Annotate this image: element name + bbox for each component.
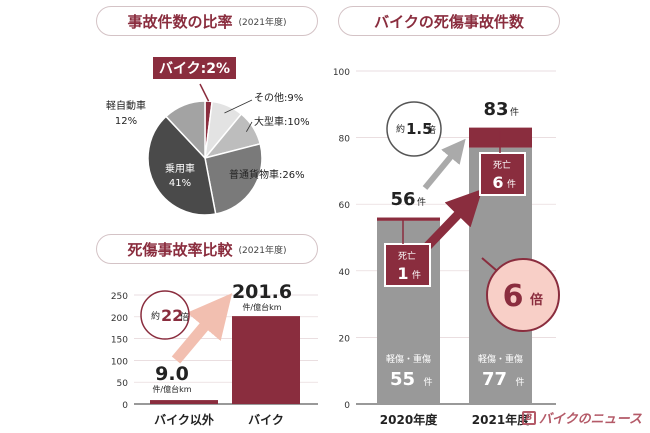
accident-injured-value: 77	[482, 369, 507, 390]
rate-ratio-badge	[140, 290, 190, 340]
accident-ytick-label: 40	[339, 268, 351, 278]
rate-ratio-suffix: 倍	[180, 311, 189, 323]
rate-unit-label: 件/億台km	[242, 302, 281, 312]
rate-ratio-number: 22	[161, 306, 183, 325]
logo-mark-icon: B	[521, 410, 536, 425]
pie-label-leader	[199, 83, 210, 102]
pie-label-1: その他:9%	[254, 91, 303, 104]
pie-title-pill: 事故件数の比率 (2021年度)	[96, 6, 318, 36]
rate-unit-label: 件/億台km	[152, 384, 191, 394]
rate-ratio-prefix: 約	[151, 310, 160, 322]
rate-ytick-label: 100	[111, 357, 128, 367]
accident-death-unit: 件	[412, 269, 421, 281]
accident-total-ratio-suffix: 倍	[427, 124, 436, 136]
rate-bar	[232, 316, 300, 404]
accident-death-ratio-pointer	[481, 257, 497, 271]
accident-total-ratio-prefix: 約	[396, 123, 405, 135]
rate-value-label: 9.0	[155, 363, 189, 385]
rate-increase-arrow	[171, 293, 233, 364]
accident-death-ratio-number: 6	[503, 279, 524, 314]
accident-injured-series-label: 軽傷・重傷	[478, 353, 523, 365]
rate-ytick-label: 200	[111, 314, 128, 324]
accident-total-unit: 件	[417, 196, 426, 208]
accident-ytick-label: 60	[339, 201, 351, 211]
fatality-title-pill: 死傷事故率比較 (2021年度)	[96, 234, 318, 264]
accident-category-label: 2021年度	[472, 412, 530, 427]
rate-bar	[150, 400, 218, 404]
pie-slice	[147, 115, 217, 216]
rate-ytick-label: 150	[111, 336, 128, 346]
accident-death-ratio-badge	[486, 258, 560, 332]
accident-total-value: 56	[390, 189, 415, 210]
accident-ytick-label: 80	[339, 135, 351, 145]
rate-ytick-label: 0	[122, 401, 128, 411]
rate-category-label: バイク以外	[154, 412, 214, 427]
rate-ytick-label: 50	[117, 379, 129, 389]
accident-injured-value: 55	[390, 369, 415, 390]
accident-title-pill: バイクの死傷事故件数	[338, 6, 560, 36]
accident-total-arrow	[422, 138, 466, 190]
pie-label-2: 大型車:10%	[254, 115, 310, 128]
pie-title: 事故件数の比率	[127, 12, 233, 31]
pie-label-4-value: 41%	[169, 178, 191, 189]
accident-total-ratio-number: 1.5	[406, 120, 433, 138]
rate-value-label: 201.6	[232, 281, 292, 303]
site-logo: B バイクのニュース	[521, 408, 642, 427]
pie-label-5-name: 軽自動車	[106, 99, 146, 112]
accident-death-value: 6	[492, 173, 503, 192]
pie-label-box-bike	[153, 57, 236, 79]
accident-death-callout	[479, 152, 526, 196]
accident-ytick-label: 20	[339, 334, 351, 344]
accident-total-value: 83	[483, 99, 508, 120]
fatality-year-note: (2021年度)	[238, 245, 287, 256]
accident-death-unit: 件	[507, 178, 516, 190]
accident-bar-death	[377, 217, 440, 221]
accident-injured-unit: 件	[424, 376, 433, 388]
accident-death-ratio-suffix: 倍	[530, 292, 543, 308]
accident-category-label: 2020年度	[380, 412, 438, 427]
logo-text: バイクのニュース	[538, 412, 642, 427]
rate-ytick-label: 250	[111, 292, 128, 302]
accident-total-unit: 件	[510, 106, 519, 118]
accident-title: バイクの死傷事故件数	[374, 12, 524, 31]
fatality-title: 死傷事故率比較	[127, 240, 233, 259]
rate-category-label: バイク	[248, 413, 284, 427]
accident-injured-series-label: 軽傷・重傷	[386, 353, 431, 365]
pie-label-leader	[246, 121, 253, 132]
accident-ytick-label: 0	[344, 401, 350, 411]
pie-label-5-value: 12%	[115, 116, 137, 127]
pie-year-note: (2021年度)	[238, 17, 287, 28]
pie-label-leader	[224, 99, 253, 114]
accident-death-callout	[384, 243, 431, 287]
pie-label-3: 普通貨物車:26%	[229, 168, 305, 181]
pie-chart: バイク:2% その他:9% 大型車:10% 普通貨物車:26% 乗用車 41% 軽自動車 12…	[106, 57, 310, 216]
accident-death-label: 死亡	[493, 159, 511, 171]
accident-injured-unit: 件	[516, 376, 525, 388]
pie-label-4-name: 乗用車	[165, 162, 195, 175]
pie-label-bike: バイク:2%	[159, 61, 230, 77]
accident-death-label: 死亡	[398, 250, 416, 262]
accident-ytick-label: 100	[333, 68, 350, 78]
accident-total-ratio-badge	[386, 101, 442, 157]
pie-slice	[204, 142, 263, 215]
pie-slice	[164, 100, 206, 160]
accident-death-value: 1	[397, 264, 408, 283]
